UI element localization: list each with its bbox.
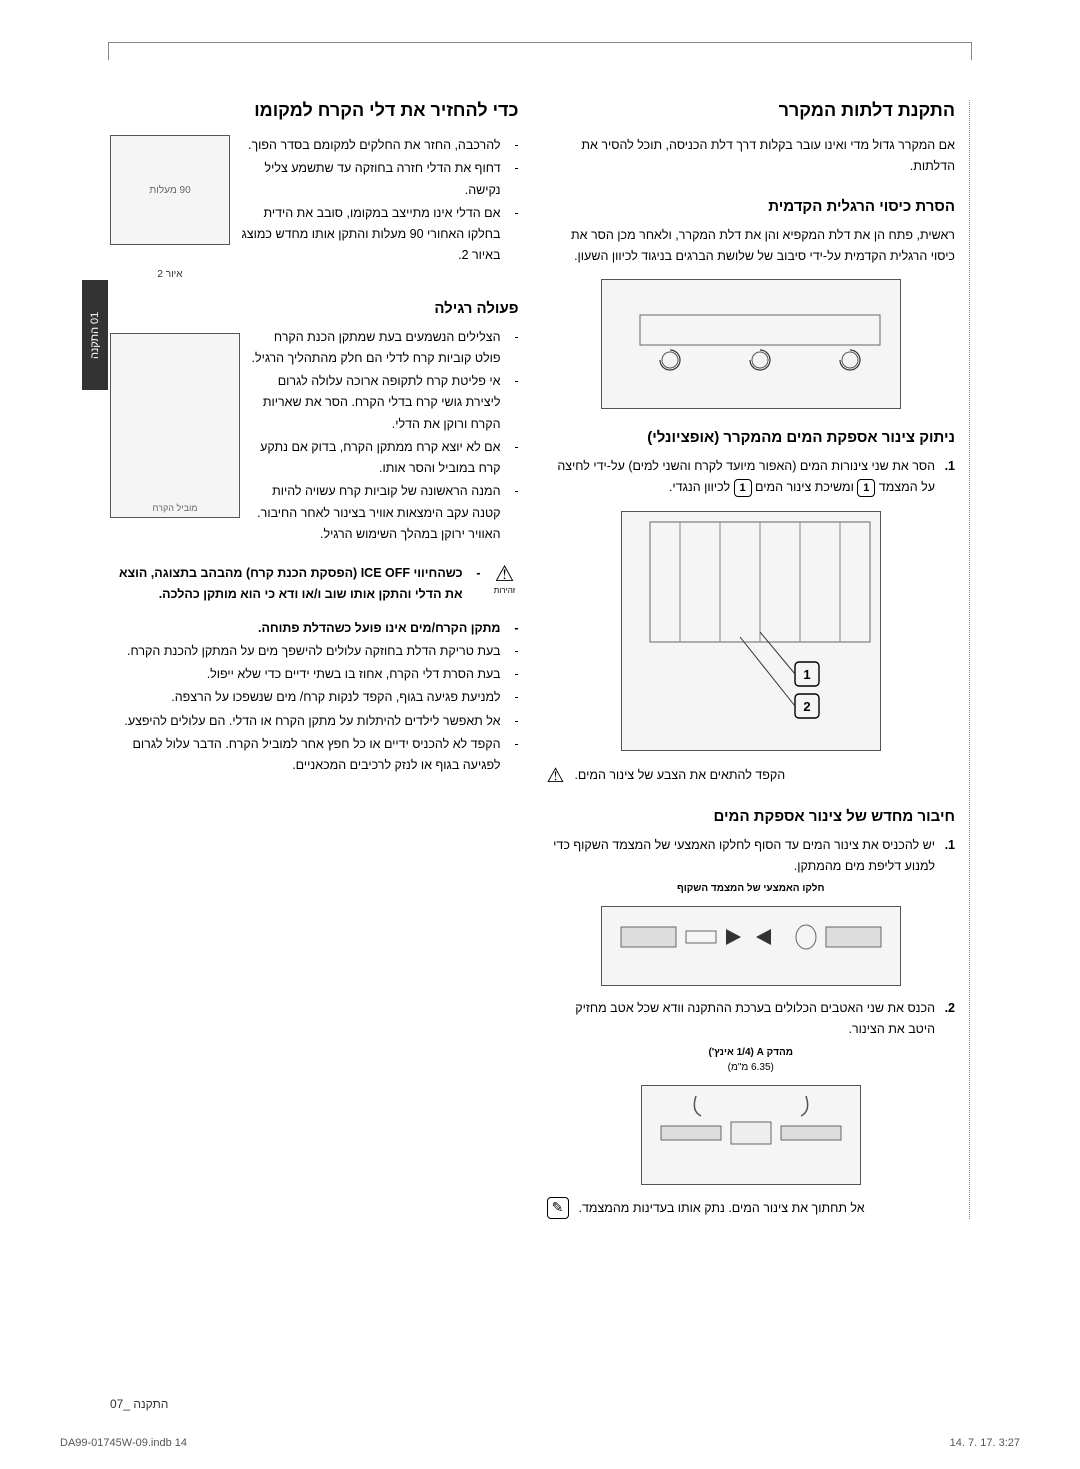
list-item: דחוף את הדלי חזרה בחוזקה עד שתשמע צליל נ… <box>110 158 519 201</box>
disconnect-steps: הסר את שני צינורות המים (האפור מיועד לקר… <box>547 456 956 499</box>
list-item: אם הדלי אינו מתייצב במקומו, סובב את הידי… <box>110 203 519 267</box>
page-border-corner-r <box>971 42 972 60</box>
heading-install-doors: התקנת דלתות המקרר <box>547 100 956 121</box>
heading-remove-cover: הסרת כיסוי הרגלית הקדמית <box>547 198 956 215</box>
figure-tube-2 <box>641 1085 861 1185</box>
tube1-illustration <box>611 907 891 967</box>
list-item: למניעת פגיעה בגוף, הקפד לנקות קרח/ מים ש… <box>110 687 519 708</box>
svg-text:2: 2 <box>803 699 810 714</box>
no-cut-icon: ✎ <box>547 1197 569 1219</box>
caution-list: מתקן הקרח/מים אינו פועל כשהדלת פתוחה. בע… <box>110 618 519 777</box>
boxed-1b: 1 <box>734 479 752 497</box>
disconnect-illustration: 1 2 <box>640 512 880 732</box>
warning-icon: ⚠ זהירות <box>491 563 519 595</box>
list-item: להרכבה, החזר את החלקים למקומם בסדר הפוך. <box>110 135 519 156</box>
list-item: הצלילים הנשמעים בעת שמתקן הכנת הקרח פולט… <box>110 327 519 370</box>
info-match-color: הקפד להתאים את הצבע של צינור המים. ⚠ <box>547 763 956 788</box>
list-item: המנה הראשונה של קוביות קרח עשויה להיות ק… <box>110 481 519 545</box>
reconnect-steps-2: הכנס את שני האטבים הכלולים בערכת ההתקנה … <box>547 998 956 1041</box>
page-footer: התקנה _07 <box>110 1397 168 1411</box>
heading-reconnect-tube: חיבור מחדש של צינור אספקת המים <box>547 808 956 825</box>
step-1: הסר את שני צינורות המים (האפור מיועד לקר… <box>547 456 956 499</box>
list-item: אם לא יוצא קרח ממתקן הקרח, בדוק אם נתקע … <box>110 437 519 480</box>
remove-cover-text: ראשית, פתח הן את דלת המקפיא והן את דלת ה… <box>547 225 956 268</box>
heading-return-bucket: כדי להחזיר את דלי הקרח למקומו <box>110 100 519 121</box>
warning-block: ⚠ זהירות כשהחיווי ICE OFF (הפסקת הכנת קר… <box>110 563 519 608</box>
print-left: DA99-01745W-09.indb 14 <box>60 1437 187 1449</box>
sidebar-num: 01 <box>89 311 101 323</box>
tube2-illustration <box>651 1086 851 1166</box>
right-column: כדי להחזיר את דלי הקרח למקומו 90 מעלות ל… <box>110 100 519 1219</box>
info-no-cut: אל תחתוך את צינור המים. נתק אותו בעדינות… <box>547 1197 956 1219</box>
info-text-2: אל תחתוך את צינור המים. נתק אותו בעדינות… <box>579 1201 865 1215</box>
list-item: בעת טריקת הדלת בחוזקה עלולים להישפך מים … <box>110 641 519 662</box>
fig1-caption: איור 2 <box>110 269 230 280</box>
print-right: 14. 7. 17. 3:27 <box>950 1437 1020 1449</box>
warning-list-1: כשהחיווי ICE OFF (הפסקת הכנת קרח) מהבהב … <box>110 563 481 608</box>
screws-illustration <box>620 280 900 390</box>
heading-disconnect-tube: ניתוק צינור אספקת המים מהמקרר (אופציונלי… <box>547 429 956 446</box>
tube-label-1: חלקו האמצעי של המצמד השקוף <box>547 883 956 894</box>
list-item: בעת הסרת דלי הקרח, אחוז בו בשתי ידיים כד… <box>110 664 519 685</box>
tube-label-2a: מהדק A (1/4 אינץ') <box>547 1047 956 1058</box>
boxed-1: 1 <box>857 479 875 497</box>
step-c1: יש להכניס את צינור המים עד הסוף לחלקו הא… <box>547 835 956 878</box>
footer-page: התקנה _07 <box>110 1397 168 1411</box>
page-border-corner-l <box>108 42 109 60</box>
reconnect-steps: יש להכניס את צינור המים עד הסוף לחלקו הא… <box>547 835 956 878</box>
warning-label: זהירות <box>491 586 519 595</box>
step-text-c: לכיוון הנגדי. <box>669 480 734 494</box>
list-item: כשהחיווי ICE OFF (הפסקת הכנת קרח) מהבהב … <box>110 563 481 606</box>
page-border-top <box>108 42 972 43</box>
heading-normal-op: פעולה רגילה <box>110 300 519 317</box>
triangle-icon: ⚠ <box>495 561 515 586</box>
info-text: הקפד להתאים את הצבע של צינור המים. <box>574 768 785 782</box>
svg-text:1: 1 <box>803 667 810 682</box>
tube-fig-1-wrap: חלקו האמצעי של המצמד השקוף <box>547 883 956 986</box>
print-footer: DA99-01745W-09.indb 14 14. 7. 17. 3:27 <box>0 1437 1080 1449</box>
tube-fig-2-wrap: מהדק A (1/4 אינץ') (6.35 מ"מ) <box>547 1047 956 1185</box>
figure-screws <box>601 279 901 409</box>
sidebar-label: התקנה <box>89 327 101 359</box>
list-item: אי פליטת קרח לתקופה ארוכה עלולה לגרום לי… <box>110 371 519 435</box>
figure-tube-1 <box>601 906 901 986</box>
sidebar-tab: 01 התקנה <box>82 280 108 390</box>
step-c2: הכנס את שני האטבים הכלולים בערכת ההתקנה … <box>547 998 956 1041</box>
tube-label-2b: (6.35 מ"מ) <box>547 1062 956 1073</box>
list-item: מתקן הקרח/מים אינו פועל כשהדלת פתוחה. <box>110 618 519 639</box>
left-column: התקנת דלתות המקרר אם המקרר גדול מדי ואינ… <box>547 100 971 1219</box>
figure-disconnect: 1 2 <box>621 511 881 751</box>
list-item: הקפד לא להכניס ידיים או כל חפץ אחר למובי… <box>110 734 519 777</box>
intro-text: אם המקרר גדול מדי ואינו עובר בקלות דרך ד… <box>547 135 956 178</box>
step-text-b: ומשיכת צינור המים <box>752 480 858 494</box>
warning-triangle-icon: ⚠ <box>547 763 565 788</box>
list-item: אל תאפשר לילדים להיתלות על מתקן הקרח או … <box>110 711 519 732</box>
